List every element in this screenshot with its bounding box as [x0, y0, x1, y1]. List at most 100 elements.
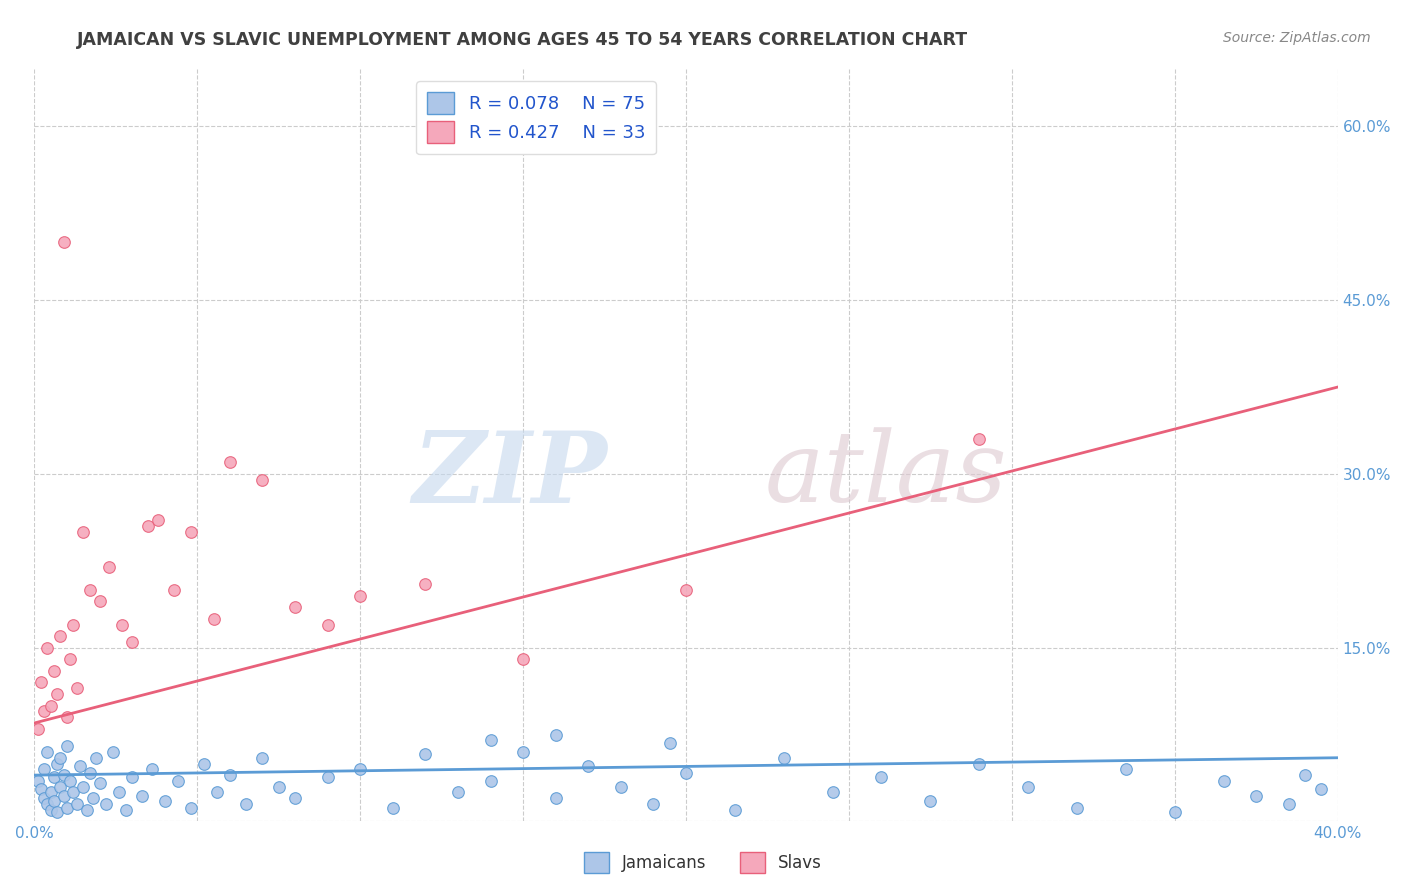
Point: [643, 797, 665, 811]
Point: [284, 600, 307, 615]
Point: [1310, 782, 1333, 797]
Point: [39, 803, 62, 817]
Point: [1164, 805, 1187, 820]
Point: [52, 235, 75, 250]
Point: [39, 698, 62, 713]
Point: [37, 797, 59, 811]
Point: [821, 785, 844, 799]
Point: [89, 776, 111, 790]
Point: [544, 791, 567, 805]
Point: [32, 762, 55, 776]
Point: [235, 797, 257, 811]
Point: [479, 773, 502, 788]
Point: [59, 652, 82, 666]
Point: [193, 756, 215, 771]
Point: [89, 594, 111, 608]
Point: [349, 589, 371, 603]
Point: [114, 803, 136, 817]
Point: [79, 582, 101, 597]
Text: atlas: atlas: [765, 427, 1007, 523]
Point: [66, 681, 89, 696]
Point: [967, 756, 990, 771]
Point: [72, 780, 94, 794]
Point: [82, 791, 104, 805]
Point: [141, 762, 163, 776]
Point: [153, 794, 176, 808]
Point: [479, 733, 502, 747]
Point: [56, 710, 79, 724]
Point: [1066, 800, 1088, 814]
Point: [284, 791, 307, 805]
Point: [121, 635, 143, 649]
Point: [111, 617, 134, 632]
Legend: Jamaicans, Slavs: Jamaicans, Slavs: [576, 846, 830, 880]
Point: [49, 780, 72, 794]
Point: [59, 773, 82, 788]
Point: [46, 805, 69, 820]
Point: [138, 519, 160, 533]
Point: [37, 745, 59, 759]
Point: [415, 577, 437, 591]
Point: [49, 629, 72, 643]
Point: [94, 797, 117, 811]
Point: [37, 640, 59, 655]
Point: [267, 780, 290, 794]
Point: [205, 785, 228, 799]
Point: [576, 759, 599, 773]
Point: [42, 664, 65, 678]
Point: [30, 675, 52, 690]
Point: [870, 771, 893, 785]
Point: [724, 803, 747, 817]
Point: [1278, 797, 1301, 811]
Point: [967, 432, 990, 446]
Point: [1244, 789, 1267, 803]
Point: [218, 768, 240, 782]
Point: [52, 768, 75, 782]
Point: [675, 765, 697, 780]
Point: [32, 705, 55, 719]
Point: [52, 789, 75, 803]
Point: [218, 455, 240, 469]
Point: [202, 612, 225, 626]
Point: [69, 759, 91, 773]
Text: JAMAICAN VS SLAVIC UNEMPLOYMENT AMONG AGES 45 TO 54 YEARS CORRELATION CHART: JAMAICAN VS SLAVIC UNEMPLOYMENT AMONG AG…: [77, 31, 969, 49]
Point: [56, 800, 79, 814]
Point: [252, 473, 274, 487]
Point: [316, 617, 339, 632]
Point: [544, 728, 567, 742]
Point: [1212, 773, 1234, 788]
Point: [1017, 780, 1039, 794]
Point: [920, 794, 942, 808]
Point: [316, 771, 339, 785]
Legend: R = 0.078    N = 75, R = 0.427    N = 33: R = 0.078 N = 75, R = 0.427 N = 33: [416, 81, 657, 154]
Point: [76, 803, 98, 817]
Point: [1115, 762, 1137, 776]
Point: [84, 750, 107, 764]
Point: [62, 785, 84, 799]
Point: [131, 789, 153, 803]
Point: [39, 785, 62, 799]
Point: [62, 617, 84, 632]
Point: [46, 756, 69, 771]
Point: [66, 797, 89, 811]
Point: [349, 762, 371, 776]
Point: [166, 773, 188, 788]
Point: [610, 780, 633, 794]
Point: [121, 771, 143, 785]
Point: [79, 765, 101, 780]
Point: [30, 782, 52, 797]
Point: [415, 747, 437, 762]
Point: [72, 524, 94, 539]
Point: [658, 736, 681, 750]
Point: [675, 582, 697, 597]
Point: [512, 745, 534, 759]
Point: [27, 722, 49, 736]
Point: [772, 750, 794, 764]
Point: [101, 745, 124, 759]
Text: ZIP: ZIP: [413, 427, 607, 524]
Point: [163, 582, 186, 597]
Point: [108, 785, 131, 799]
Point: [180, 524, 202, 539]
Point: [447, 785, 470, 799]
Point: [381, 800, 404, 814]
